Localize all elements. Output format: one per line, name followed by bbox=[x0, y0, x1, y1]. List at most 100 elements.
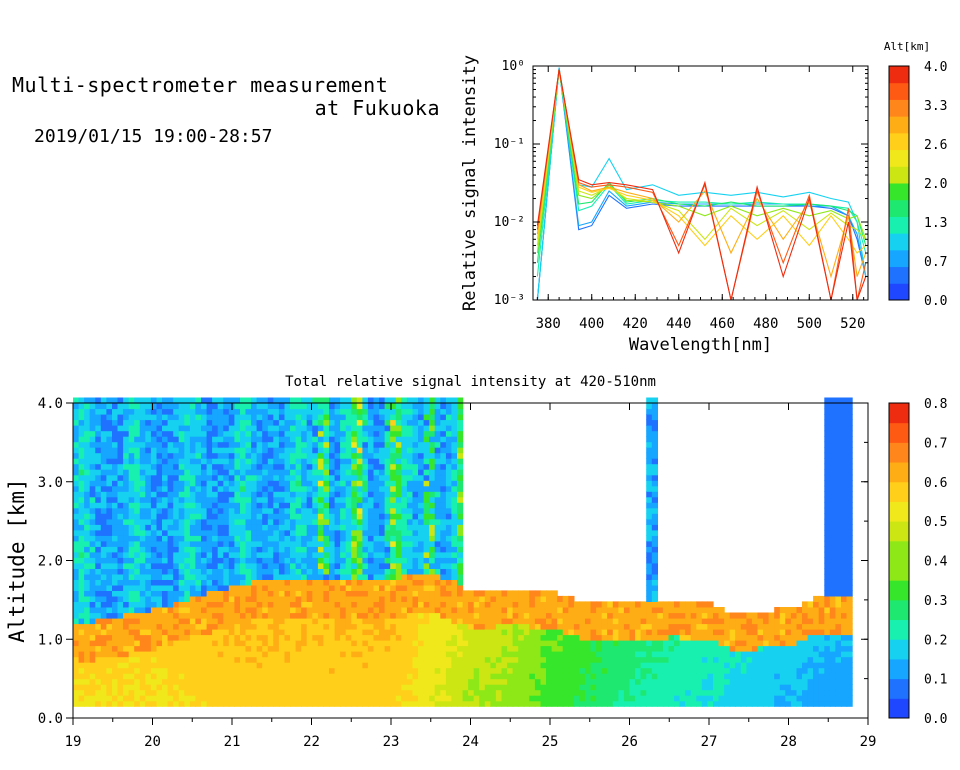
heatmap-cell bbox=[245, 403, 252, 410]
heatmap-cell bbox=[635, 667, 642, 674]
heatmap-cell bbox=[89, 645, 96, 652]
heatmap-cell bbox=[445, 634, 453, 641]
heatmap-cell bbox=[89, 584, 96, 591]
heatmap-cell bbox=[262, 535, 269, 542]
heatmap-cell bbox=[290, 430, 297, 437]
heatmap-cell bbox=[334, 458, 341, 465]
heatmap-cell bbox=[345, 695, 352, 702]
heatmap-cell bbox=[167, 507, 174, 514]
heatmap-cell bbox=[195, 601, 202, 608]
heatmap-cell bbox=[329, 551, 336, 558]
heatmap-cell bbox=[245, 491, 252, 498]
heatmap-cell bbox=[162, 513, 169, 520]
heatmap-cell bbox=[451, 579, 458, 586]
heatmap-cell bbox=[217, 397, 224, 404]
heatmap-cell bbox=[468, 689, 475, 696]
heatmap-cell bbox=[223, 403, 230, 410]
heatmap-cell bbox=[317, 535, 325, 542]
heatmap-cell bbox=[301, 651, 308, 658]
heatmap-cell bbox=[217, 640, 224, 647]
heatmap-cell bbox=[267, 551, 274, 558]
heatmap-cell bbox=[690, 645, 697, 652]
heatmap-cell bbox=[484, 700, 491, 707]
heatmap-cell bbox=[351, 667, 358, 674]
heatmap-cell bbox=[150, 496, 158, 503]
heatmap-cell bbox=[345, 579, 352, 586]
heatmap-cell bbox=[546, 595, 553, 602]
heatmap-cell bbox=[340, 491, 347, 498]
heatmap-cell bbox=[390, 441, 397, 448]
heatmap-cell bbox=[395, 507, 402, 514]
heatmap-cell bbox=[596, 651, 603, 658]
heatmap-cell bbox=[379, 425, 386, 432]
heatmap-cell bbox=[189, 640, 197, 647]
heatmap-cell bbox=[234, 618, 241, 625]
heatmap-cell bbox=[451, 629, 458, 636]
heatmap-cell bbox=[267, 513, 274, 520]
heatmap-cell bbox=[156, 408, 163, 415]
heatmap-cell bbox=[512, 612, 519, 619]
heatmap-cell bbox=[406, 496, 414, 503]
heatmap-cell bbox=[562, 595, 569, 602]
heatmap-cell bbox=[379, 551, 386, 558]
heatmap-cell bbox=[206, 518, 213, 525]
heatmap-cell bbox=[256, 678, 263, 685]
heatmap-cell bbox=[340, 540, 347, 547]
heatmap-cell bbox=[228, 590, 235, 597]
heatmap-cell bbox=[401, 463, 408, 470]
heatmap-cell bbox=[217, 502, 224, 509]
heatmap-cell bbox=[418, 458, 425, 465]
heatmap-cell bbox=[635, 684, 642, 691]
heatmap-cell bbox=[117, 463, 124, 470]
heatmap-cell bbox=[95, 463, 102, 470]
heatmap-cell bbox=[284, 469, 291, 476]
heatmap-cell bbox=[212, 678, 219, 685]
heatmap-cell bbox=[240, 524, 247, 531]
heatmap-cell bbox=[212, 662, 219, 669]
heatmap-cell bbox=[340, 645, 347, 652]
heatmap-cell bbox=[384, 634, 391, 641]
heatmap-cell bbox=[457, 535, 464, 542]
heatmap-cell bbox=[495, 651, 503, 658]
heatmap-cell bbox=[607, 623, 614, 630]
heatmap-cell bbox=[440, 535, 447, 542]
heatmap-cell bbox=[184, 684, 191, 691]
heatmap-cell bbox=[674, 601, 681, 608]
heatmap-cell bbox=[312, 529, 319, 536]
heatmap-cell bbox=[306, 430, 313, 437]
heatmap-cell bbox=[585, 601, 592, 608]
heatmap-cell bbox=[362, 518, 369, 525]
heatmap-cell bbox=[651, 458, 658, 465]
heatmap-cell bbox=[100, 689, 107, 696]
heatmap-cell bbox=[445, 584, 453, 591]
heatmap-cell bbox=[106, 662, 113, 669]
heatmap-cell bbox=[162, 645, 169, 652]
heatmap-cell bbox=[590, 634, 597, 641]
heatmap-cell bbox=[295, 673, 302, 680]
heatmap-cell bbox=[156, 502, 163, 509]
heatmap-cell bbox=[145, 403, 152, 410]
heatmap-cell bbox=[295, 667, 302, 674]
heatmap-cell bbox=[178, 612, 185, 619]
heatmap-cell bbox=[406, 535, 414, 542]
heatmap-cell bbox=[278, 673, 286, 680]
heatmap-cell bbox=[351, 469, 358, 476]
heatmap-cell bbox=[267, 463, 274, 470]
heatmap-cell bbox=[100, 573, 107, 580]
heatmap-cell bbox=[106, 452, 113, 459]
heatmap-cell bbox=[457, 529, 464, 536]
heatmap-cell bbox=[256, 502, 263, 509]
heatmap-cell bbox=[106, 595, 113, 602]
heatmap-cell bbox=[473, 673, 480, 680]
heatmap-cell bbox=[278, 425, 286, 432]
heatmap-cell bbox=[429, 557, 436, 564]
heatmap-cell bbox=[384, 607, 391, 614]
heatmap-cell bbox=[150, 612, 158, 619]
heatmap-cell bbox=[512, 662, 519, 669]
heatmap-cell bbox=[518, 623, 525, 630]
heatmap-cell bbox=[356, 496, 363, 503]
heatmap-cell bbox=[685, 607, 692, 614]
heatmap-cell bbox=[295, 695, 302, 702]
heatmap-cell bbox=[212, 629, 219, 636]
heatmap-cell bbox=[367, 436, 375, 443]
